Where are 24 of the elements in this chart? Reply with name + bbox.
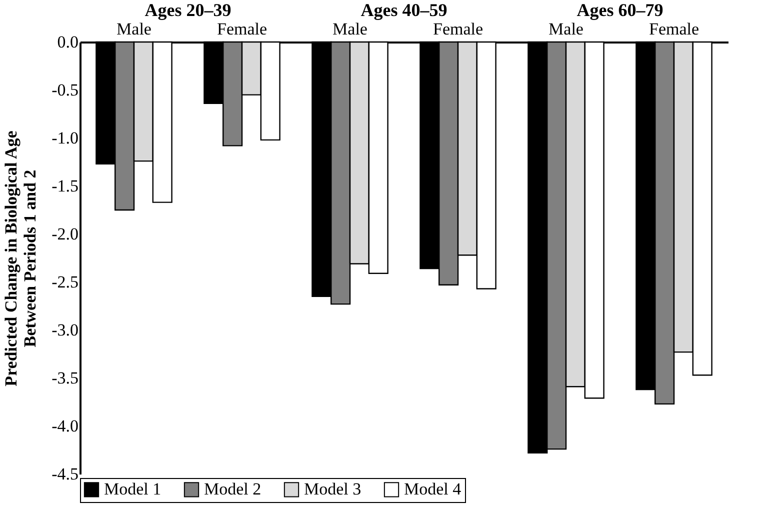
y-tick-label: -1.0 bbox=[52, 128, 78, 148]
text: Ages 60–79 bbox=[576, 0, 664, 20]
legend-label: Model 2 bbox=[204, 480, 262, 499]
legend-label: Model 1 bbox=[104, 480, 162, 499]
legend-label: Model 3 bbox=[304, 480, 362, 499]
text: Ages 40–59 bbox=[360, 0, 448, 20]
y-tick-label: -4.0 bbox=[52, 416, 78, 436]
y-axis-title: Predicted Change in Biological Age Between Periods 1 and 2 bbox=[2, 130, 40, 386]
x-tick-label: Female bbox=[648, 20, 700, 38]
y-tick-label: -4.5 bbox=[52, 464, 78, 484]
text: Ages 20–39 bbox=[144, 0, 232, 20]
x-tick-label: Male bbox=[548, 20, 584, 38]
y-tick-label: -2.5 bbox=[52, 272, 78, 292]
y-tick-label: -2.0 bbox=[52, 224, 78, 244]
y-tick-label: -3.5 bbox=[52, 368, 78, 388]
x-tick-label: Male bbox=[332, 20, 368, 38]
legend-label: Model 4 bbox=[404, 480, 462, 499]
y-tick-label: -0.5 bbox=[52, 80, 78, 100]
y-tick-label: 0.0 bbox=[57, 32, 78, 52]
x-tick-label: Female bbox=[216, 20, 268, 38]
x-tick-label: Female bbox=[432, 20, 484, 38]
y-tick-label: -1.5 bbox=[52, 176, 78, 196]
y-tick-label: -3.0 bbox=[52, 320, 78, 340]
x-tick-label: Male bbox=[116, 20, 152, 38]
